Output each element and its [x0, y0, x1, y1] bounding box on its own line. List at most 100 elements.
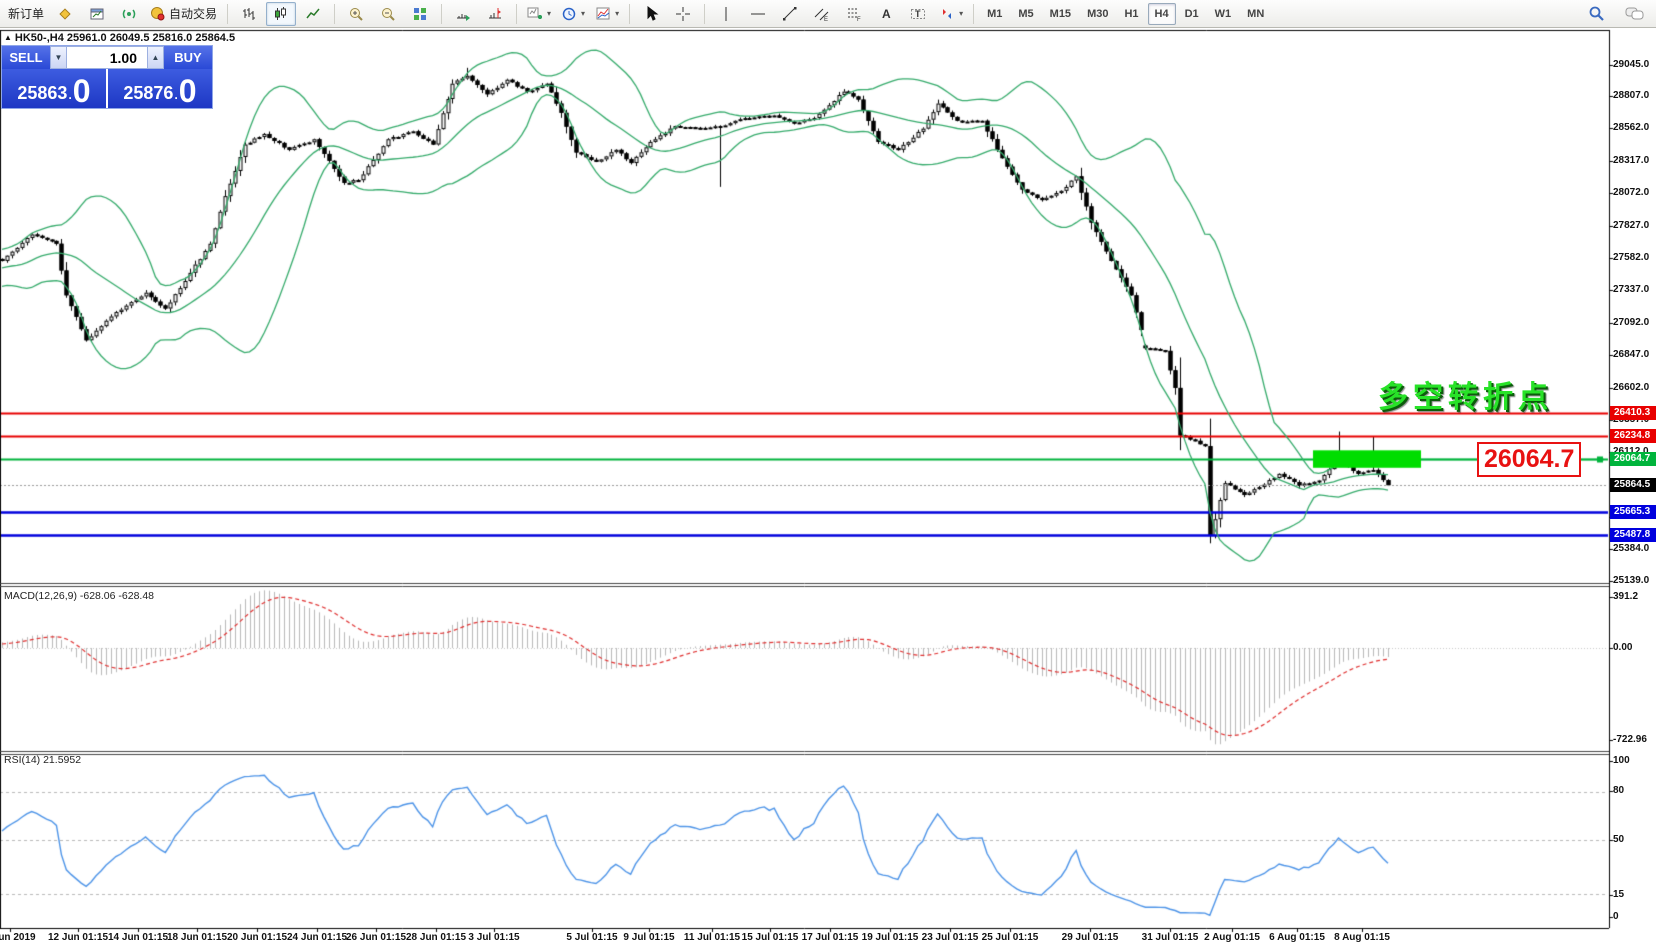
- price-tag: 25487.8: [1610, 527, 1656, 542]
- time-axis-label: 25 Jul 01:15: [981, 932, 1039, 943]
- buy-price-last-digit: 0: [178, 73, 197, 109]
- time-axis-label: 0 Jun 2019: [0, 932, 36, 943]
- time-axis-label: 11 Jul 01:15: [683, 932, 741, 943]
- dropdown-caret-icon[interactable]: ▾: [581, 9, 586, 18]
- timeframe-mn-button[interactable]: MN: [1247, 7, 1265, 20]
- toolbar-separator: [704, 3, 706, 24]
- timeframe-m15-button[interactable]: M15: [1049, 7, 1072, 20]
- timeframe-d1-button[interactable]: D1: [1184, 7, 1199, 20]
- rsi-axis-label: 100: [1613, 755, 1630, 766]
- buy-button[interactable]: BUY: [164, 46, 212, 69]
- toolbar-new-chart-icon[interactable]: [82, 2, 112, 26]
- toolbar-vertical-line-icon[interactable]: [711, 2, 741, 26]
- turning-point-annotation[interactable]: 多空转折点: [1378, 381, 1553, 414]
- toolbar-text-label-icon[interactable]: T: [903, 2, 933, 26]
- toolbar-indicators-add-icon[interactable]: ▾: [523, 2, 555, 26]
- dropdown-caret-icon[interactable]: ▾: [959, 9, 964, 18]
- price-tag: 26064.7: [1610, 451, 1656, 466]
- timeframe-h4-button[interactable]: H4: [1147, 2, 1176, 25]
- toolbar-signal-icon[interactable]: [114, 2, 144, 26]
- trade-panel-price-row: 25863. 0 25876. 0: [2, 69, 212, 108]
- time-axis-label: 8 Aug 01:15: [1334, 932, 1390, 943]
- toolbar-horizontal-line-icon[interactable]: [743, 2, 773, 26]
- dropdown-caret-icon[interactable]: ▾: [547, 9, 552, 18]
- price-axis-label: 29045.0: [1613, 58, 1650, 70]
- toolbar-separator: [441, 3, 443, 24]
- sell-button[interactable]: SELL: [2, 46, 50, 69]
- toolbar-text-icon[interactable]: A: [871, 2, 901, 26]
- timeframe-w1-button[interactable]: W1: [1214, 7, 1232, 20]
- time-axis-label: 18 Jun 01:15: [166, 932, 228, 943]
- toolbar-arrows-icon[interactable]: ▾: [935, 2, 967, 26]
- toolbar-line-chart-icon[interactable]: [298, 2, 328, 26]
- volume-decrease-button[interactable]: ▼: [50, 46, 67, 69]
- toolbar-bar-chart-icon[interactable]: [234, 2, 264, 26]
- symbol-info-text: HK50-,H4 25961.0 26049.5 25816.0 25864.5: [14, 32, 236, 44]
- buy-price-button[interactable]: 25876. 0: [108, 69, 212, 108]
- price-axis-label: 26602.0: [1613, 381, 1650, 393]
- svg-text:T: T: [915, 9, 921, 19]
- time-axis-label: 3 Jul 01:15: [468, 932, 520, 943]
- toolbar-fibonacci-icon[interactable]: F: [839, 2, 869, 26]
- symbol-info: ▲ HK50-,H4 25961.0 26049.5 25816.0 25864.…: [4, 32, 235, 44]
- toolbar-cursor-icon[interactable]: [636, 2, 666, 26]
- timeframe-m1-button[interactable]: M1: [987, 7, 1003, 20]
- toolbar-equidistant-channel-icon[interactable]: E: [807, 2, 837, 26]
- toolbar-chart-shift-icon[interactable]: [480, 2, 510, 26]
- rsi-axis-label: 0: [1613, 911, 1619, 922]
- time-axis-label: 12 Jun 01:15: [47, 932, 109, 943]
- toolbar-crosshair-icon[interactable]: [668, 2, 698, 26]
- svg-text:F: F: [857, 17, 861, 22]
- toolbar-separator: [629, 3, 631, 24]
- price-axis-label: 28072.0: [1613, 187, 1650, 199]
- price-callout-box[interactable]: 26064.7: [1477, 442, 1582, 477]
- rsi-axis-label: 50: [1613, 834, 1625, 845]
- time-axis-label: 17 Jul 01:15: [801, 932, 859, 943]
- sell-price-dot: .: [68, 88, 72, 102]
- toolbar-periods-icon[interactable]: ▾: [557, 2, 589, 26]
- price-tag: 25864.5: [1610, 478, 1656, 493]
- chat-icon[interactable]: [1620, 2, 1650, 26]
- timeframe-h1-button[interactable]: H1: [1124, 7, 1139, 20]
- price-axis-label: 28807.0: [1613, 89, 1650, 101]
- toolbar-candlestick-chart-icon[interactable]: [266, 1, 297, 26]
- toolbar-trendline-icon[interactable]: [775, 2, 805, 26]
- toolbar-zoom-out-icon[interactable]: [373, 2, 403, 26]
- volume-increase-button[interactable]: ▲: [147, 46, 164, 69]
- toolbar-right-group: [1582, 2, 1650, 26]
- time-axis-label: 26 Jun 01:15: [345, 932, 407, 943]
- toolbar-zoom-in-icon[interactable]: [341, 2, 371, 26]
- sell-price: 25863: [17, 83, 68, 103]
- timeframe-m5-button[interactable]: M5: [1018, 7, 1034, 20]
- toolbar-auto-scroll-icon[interactable]: [448, 2, 478, 26]
- toolbar-templates-icon[interactable]: ▾: [591, 2, 623, 26]
- dropdown-caret-icon[interactable]: ▾: [615, 9, 620, 18]
- time-axis-label: 28 Jun 01:15: [405, 932, 467, 943]
- price-axis-label: 27827.0: [1613, 219, 1650, 231]
- sell-price-button[interactable]: 25863. 0: [2, 69, 106, 108]
- search-icon[interactable]: [1582, 2, 1612, 26]
- time-axis-label: 31 Jul 01:15: [1141, 932, 1199, 943]
- time-axis-label: 9 Jul 01:15: [623, 932, 675, 943]
- time-axis-label: 6 Aug 01:15: [1269, 932, 1325, 943]
- rsi-axis-label: 80: [1613, 785, 1625, 796]
- price-tag: 26234.8: [1610, 429, 1656, 444]
- toolbar-new-order-label: 新订单: [8, 7, 45, 21]
- buy-price-dot: .: [174, 88, 178, 102]
- rsi-axis-label: 15: [1613, 889, 1625, 900]
- time-axis-label: 24 Jun 01:15: [286, 932, 348, 943]
- timeframe-m30-button[interactable]: M30: [1087, 7, 1109, 20]
- chart-marker-icon: ▲: [4, 33, 12, 42]
- macd-axis-label: -722.96: [1613, 734, 1647, 745]
- time-axis-label: 5 Jul 01:15: [566, 932, 618, 943]
- toolbar-autotrading-button[interactable]: 自动交易: [146, 2, 221, 26]
- one-click-trade-panel: SELL ▼ ▲ BUY 25863.0 25876.0: [1, 45, 213, 109]
- volume-input[interactable]: [67, 46, 147, 69]
- macd-axis-label: 0.00: [1613, 642, 1633, 653]
- price-axis-label: 28317.0: [1613, 154, 1650, 166]
- trade-panel-top-row: SELL ▼ ▲ BUY: [2, 46, 212, 69]
- toolbar-tile-windows-icon[interactable]: [405, 2, 435, 26]
- toolbar-market-watch-icon[interactable]: [50, 2, 80, 26]
- toolbar-new-order-button[interactable]: 新订单: [4, 2, 48, 26]
